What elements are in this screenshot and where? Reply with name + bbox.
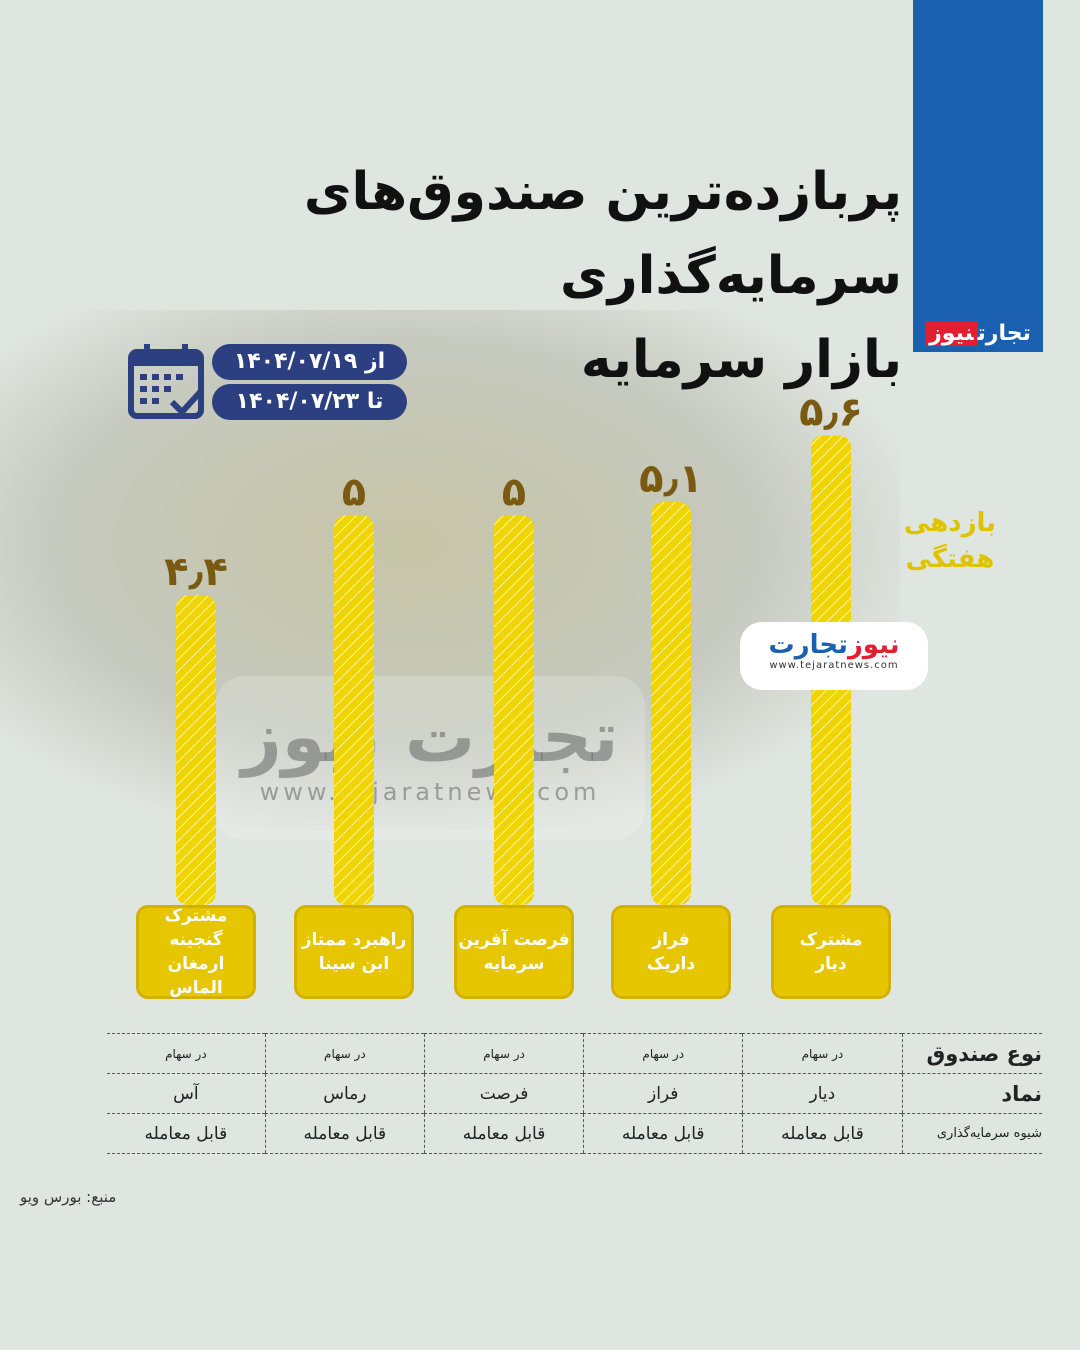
- table-cell: قابل معامله: [107, 1113, 266, 1154]
- category-label: فرصت آفرین سرمایه: [454, 905, 574, 999]
- table-row: نوع صندوق در سهام در سهام در سهام در سهام در …: [107, 1033, 1042, 1074]
- table-cell: قابل معامله: [424, 1113, 585, 1154]
- table-cell: فراز: [583, 1073, 744, 1114]
- table-cell: شیوه سرمایه‌گذاری: [902, 1113, 1042, 1154]
- bar: [334, 515, 374, 905]
- category-label-line: دیار: [815, 954, 847, 974]
- brand-logo: تجارتنیوز: [913, 316, 1043, 352]
- date-to: تا ۱۴۰۴/۰۷/۲۳: [212, 384, 407, 420]
- table-cell: رماس: [265, 1073, 425, 1114]
- data-label: ۴٫۴: [164, 549, 228, 595]
- table-cell: نماد: [902, 1073, 1042, 1114]
- category-label-line: داریک: [646, 954, 696, 974]
- source-note: منبع: بورس ویو: [20, 1188, 117, 1206]
- watermark: تجارت نیوز www.tejaratnews.com: [215, 676, 645, 840]
- data-label: ۵: [342, 469, 366, 515]
- fund-table: نوع صندوق در سهام در سهام در سهام در سهام در …: [107, 1033, 1042, 1154]
- table-cell: فرصت: [424, 1073, 585, 1114]
- table-cell: قابل معامله: [742, 1113, 903, 1154]
- title-line-1: پربازده‌ترین صندوق‌های سرمایه‌گذاری: [303, 162, 902, 306]
- header-blue-bar: [913, 0, 1043, 352]
- category-label-line: ابن سینا: [318, 954, 390, 974]
- bar: [494, 515, 534, 905]
- category-label-line: سرمایه: [483, 954, 545, 974]
- page-title: پربازده‌ترین صندوق‌های سرمایه‌گذاری بازا…: [0, 150, 902, 402]
- category-label-line: راهبرد ممتاز: [301, 930, 407, 950]
- category-label: فراز داریک: [611, 905, 731, 999]
- category-label-line: مشترک: [799, 930, 863, 950]
- category-label-line: مشترک گنجینه: [164, 906, 228, 950]
- table-cell: در سهام: [265, 1033, 425, 1074]
- table-row: نماد دیار فراز فرصت رماس آس: [107, 1073, 1042, 1114]
- data-label: ۵٫۶: [799, 390, 863, 436]
- table-cell: در سهام: [424, 1033, 585, 1074]
- y-axis-label: بازدهی هفتگی: [903, 508, 997, 574]
- category-label-line: فراز: [652, 930, 690, 950]
- background-photo: [0, 310, 900, 830]
- category-label: راهبرد ممتاز ابن سینا: [294, 905, 414, 999]
- table-row: شیوه سرمایه‌گذاری قابل معامله قابل معامله ق…: [107, 1113, 1042, 1154]
- data-label: ۵٫۱: [639, 456, 703, 502]
- table-cell: قابل معامله: [265, 1113, 425, 1154]
- bar: [176, 595, 216, 905]
- table-cell: دیار: [742, 1073, 903, 1114]
- category-label-line: فرصت آفرین: [458, 930, 570, 950]
- calendar-check-icon: [128, 344, 205, 419]
- table-cell: در سهام: [107, 1033, 266, 1074]
- brand-badge: نیوزتجارت www.tejaratnews.com: [740, 622, 928, 690]
- table-cell: در سهام: [742, 1033, 903, 1074]
- title-line-2: بازار سرمایه: [580, 330, 902, 390]
- date-from: از ۱۴۰۴/۰۷/۱۹: [212, 344, 407, 380]
- table-cell: نوع صندوق: [902, 1033, 1042, 1074]
- data-label: ۵: [502, 469, 526, 515]
- category-label-line: ارمغان الماس: [167, 954, 225, 998]
- table-cell: آس: [107, 1073, 266, 1114]
- table-cell: قابل معامله: [583, 1113, 744, 1154]
- category-label: مشترک دیار: [771, 905, 891, 999]
- category-label: مشترک گنجینه ارمغان الماس: [136, 905, 256, 999]
- bar: [651, 502, 691, 905]
- table-cell: در سهام: [583, 1033, 744, 1074]
